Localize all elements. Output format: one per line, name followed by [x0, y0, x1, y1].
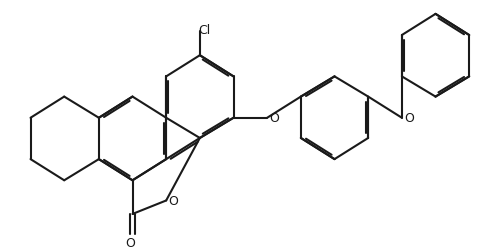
Text: O: O [404, 112, 414, 125]
Text: Cl: Cl [198, 24, 210, 37]
Text: O: O [269, 112, 279, 125]
Text: O: O [168, 194, 178, 207]
Text: O: O [126, 236, 136, 249]
